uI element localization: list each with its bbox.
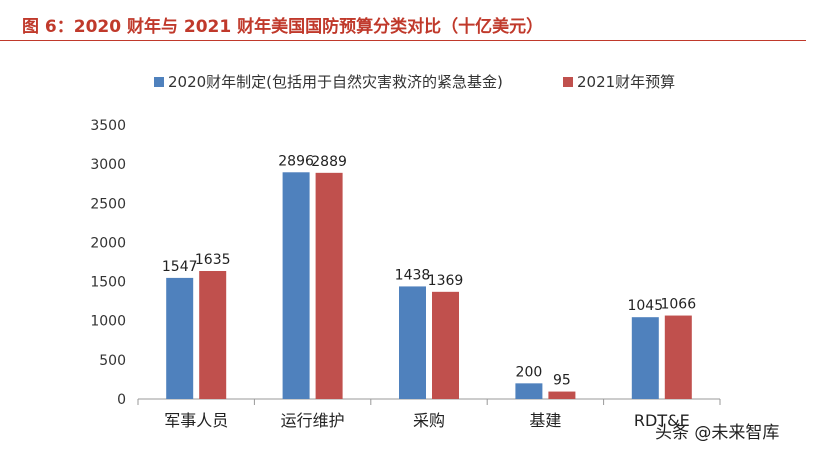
y-tick-label: 1000 (90, 314, 126, 330)
bar-fy2020 (166, 277, 194, 399)
x-category-label: 采购 (413, 411, 445, 430)
y-tick-label: 3500 (90, 118, 126, 134)
data-label: 1635 (195, 252, 231, 268)
x-category-label: 基建 (529, 411, 561, 430)
title-bar: 图 6：2020 财年与 2021 财年美国国防预算分类对比（十亿美元） (0, 0, 806, 41)
bar-fy2021 (315, 172, 343, 399)
bar-fy2020 (282, 172, 310, 399)
y-tick-label: 3000 (90, 157, 126, 173)
bar-fy2020 (631, 317, 659, 399)
bar-fy2021 (432, 291, 459, 399)
legend-label-fy2020: 2020财年制定(包括用于自然灾害救济的紧急基金) (168, 73, 503, 91)
data-label: 2889 (311, 154, 347, 170)
y-tick-label: 0 (117, 392, 126, 408)
bar-fy2020 (399, 286, 426, 399)
data-label: 2896 (278, 153, 314, 169)
bar-fy2020 (515, 383, 543, 399)
bar-fy2021 (548, 391, 576, 399)
y-tick-label: 2500 (90, 196, 126, 212)
bar-fy2021 (664, 315, 692, 399)
data-label: 200 (516, 364, 543, 380)
x-category-label: 运行维护 (281, 411, 345, 430)
data-label: 1438 (395, 267, 431, 283)
data-label: 1066 (660, 297, 696, 313)
data-label: 1369 (428, 273, 464, 289)
figure-title: 图 6：2020 财年与 2021 财年美国国防预算分类对比（十亿美元） (22, 17, 544, 37)
y-tick-label: 1500 (90, 275, 126, 291)
legend-swatch-fy2021 (563, 77, 573, 87)
y-tick-label: 500 (99, 353, 126, 369)
x-category-label: 军事人员 (164, 411, 228, 430)
y-tick-label: 2000 (90, 235, 126, 251)
legend-label-fy2021: 2021财年预算 (577, 73, 675, 91)
x-category-label: RDT&E (634, 411, 690, 430)
watermark: 头条 @未来智库 (655, 423, 780, 443)
data-label: 1547 (162, 259, 198, 275)
legend-swatch-fy2020 (154, 77, 164, 87)
data-label: 1045 (627, 298, 663, 314)
data-label: 95 (553, 373, 571, 389)
bar-fy2021 (199, 271, 227, 399)
